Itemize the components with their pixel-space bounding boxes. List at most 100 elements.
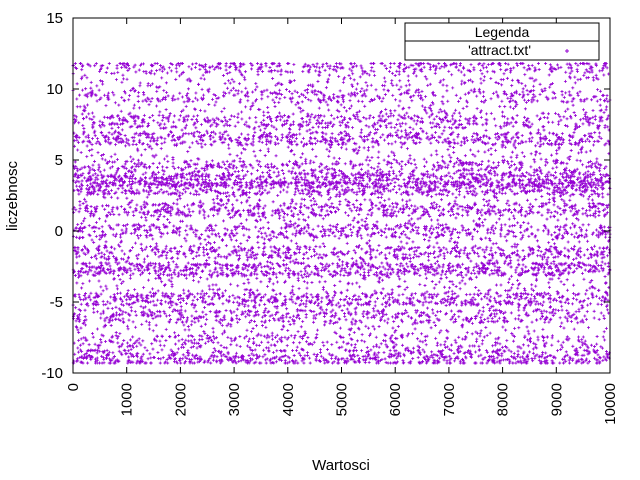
- scatter-point: [198, 296, 202, 300]
- scatter-point: [115, 158, 119, 162]
- scatter-point: [155, 165, 159, 169]
- scatter-point: [258, 174, 262, 178]
- scatter-point: [108, 166, 112, 170]
- scatter-point: [225, 266, 229, 270]
- scatter-point: [138, 84, 142, 88]
- scatter-point: [304, 302, 308, 306]
- scatter-point: [221, 74, 225, 78]
- scatter-point: [167, 132, 171, 136]
- scatter-point: [81, 235, 85, 239]
- scatter-point: [156, 350, 160, 354]
- scatter-point: [216, 212, 220, 216]
- scatter-point: [297, 217, 301, 221]
- scatter-point: [235, 154, 239, 158]
- scatter-point: [263, 216, 267, 220]
- scatter-point: [76, 317, 80, 321]
- scatter-point: [283, 359, 287, 363]
- scatter-point: [165, 251, 169, 255]
- scatter-point: [255, 169, 259, 173]
- scatter-point: [160, 118, 164, 122]
- scatter-point: [196, 98, 200, 102]
- scatter-point: [259, 280, 263, 284]
- scatter-point: [118, 118, 122, 122]
- scatter-point: [152, 119, 156, 123]
- scatter-point: [282, 218, 286, 222]
- scatter-point: [283, 212, 287, 216]
- scatter-point: [247, 281, 251, 285]
- scatter-point: [292, 212, 296, 216]
- scatter-point: [293, 221, 297, 225]
- scatter-point: [217, 246, 221, 250]
- scatter-point: [100, 157, 104, 161]
- scatter-point: [107, 350, 111, 354]
- scatter-point: [291, 232, 295, 236]
- scatter-point: [232, 114, 236, 118]
- scatter-point: [245, 239, 249, 243]
- scatter-point: [210, 226, 214, 230]
- scatter-point: [312, 309, 316, 313]
- scatter-point: [84, 93, 88, 97]
- scatter-point: [139, 304, 143, 308]
- scatter-point: [182, 323, 186, 327]
- scatter-point: [125, 196, 129, 200]
- scatter-point: [164, 81, 168, 85]
- scatter-point: [120, 128, 124, 132]
- scatter-point: [133, 310, 137, 314]
- scatter-point: [142, 286, 146, 290]
- scatter-point: [203, 169, 207, 173]
- scatter-point: [254, 324, 258, 328]
- scatter-point: [109, 295, 113, 299]
- scatter-point: [104, 339, 108, 343]
- scatter-point: [111, 272, 115, 276]
- scatter-point: [80, 286, 84, 290]
- scatter-point: [92, 296, 96, 300]
- scatter-point: [151, 237, 155, 241]
- scatter-point: [197, 280, 201, 284]
- scatter-point: [120, 353, 124, 357]
- scatter-point: [122, 116, 126, 120]
- scatter-point: [198, 138, 202, 142]
- scatter-point: [187, 65, 191, 69]
- scatter-point: [125, 270, 129, 274]
- scatter-point: [85, 155, 89, 159]
- scatter-point: [260, 320, 264, 324]
- scatter-point: [81, 230, 85, 234]
- scatter-point: [271, 200, 275, 204]
- scatter-point: [104, 104, 108, 108]
- scatter-point: [108, 212, 112, 216]
- scatter-point: [121, 320, 125, 324]
- scatter-point: [121, 77, 125, 81]
- scatter-point: [82, 294, 86, 298]
- scatter-point: [95, 327, 99, 331]
- scatter-point: [88, 117, 92, 121]
- scatter-point: [177, 194, 181, 198]
- scatter-point: [332, 93, 336, 97]
- scatter-point: [101, 153, 105, 157]
- scatter-point: [292, 354, 296, 358]
- scatter-point: [74, 249, 78, 253]
- scatter-point: [194, 96, 198, 100]
- scatter-point: [274, 118, 278, 122]
- scatter-point: [327, 154, 331, 158]
- scatter-point: [192, 361, 196, 365]
- scatter-point: [99, 285, 103, 289]
- scatter-point: [133, 122, 137, 126]
- scatter-point: [303, 330, 307, 334]
- scatter-point: [86, 209, 90, 213]
- scatter-point: [272, 170, 276, 174]
- scatter-point: [254, 225, 258, 229]
- scatter-point: [233, 124, 237, 128]
- scatter-point: [133, 267, 137, 271]
- scatter-point: [265, 234, 269, 238]
- scatter-point: [115, 336, 119, 340]
- scatter-point: [120, 281, 124, 285]
- scatter-point: [131, 157, 135, 161]
- scatter-point: [216, 341, 220, 345]
- scatter-point: [99, 184, 103, 188]
- scatter-point: [191, 298, 195, 302]
- scatter-point: [73, 166, 77, 170]
- scatter-point: [249, 319, 253, 323]
- scatter-point: [107, 210, 111, 214]
- scatter-point: [74, 172, 78, 176]
- scatter-point: [101, 289, 105, 293]
